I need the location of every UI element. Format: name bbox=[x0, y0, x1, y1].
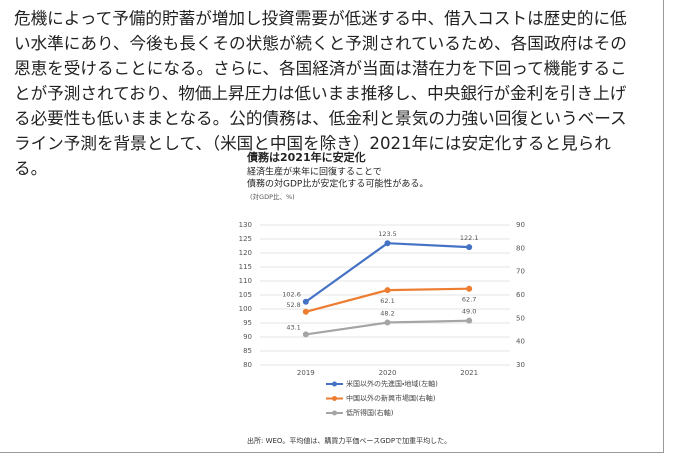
chart-subtitle: 債務の対GDP比が安定化する可能性がある。 bbox=[247, 178, 428, 190]
y-tick-label: 80 bbox=[243, 361, 252, 369]
y-tick-label: 120 bbox=[239, 249, 252, 257]
y2-tick-label: 80 bbox=[516, 244, 525, 252]
legend-marker bbox=[332, 381, 337, 387]
legend-label: 米国以外の先進国・地域(左軸) bbox=[346, 379, 438, 388]
source: 出所: WEO。平均値は、購買力平価ベースGDPで加重平均した。 bbox=[247, 436, 451, 445]
y2-tick-label: 60 bbox=[516, 291, 525, 299]
value-label: 62.1 bbox=[380, 297, 394, 305]
y-tick-label: 125 bbox=[239, 235, 252, 243]
point bbox=[466, 317, 473, 324]
point bbox=[466, 285, 473, 292]
legend-marker bbox=[332, 396, 337, 401]
legend-marker bbox=[332, 410, 337, 416]
text-line: とが予測されており、物価上昇圧力は低いまま推移し、中央銀行が金利を引き上げ bbox=[14, 84, 627, 103]
point bbox=[302, 308, 309, 315]
chart-subtitle: 経済生産が来年に回復することで bbox=[247, 166, 382, 178]
legend-label: 低所得国(右軸) bbox=[346, 408, 394, 417]
legend-label: 中国以外の新興市場国(右軸) bbox=[346, 394, 436, 403]
y-tick-label: 100 bbox=[239, 305, 252, 313]
point bbox=[302, 298, 309, 305]
value-label: 122.1 bbox=[460, 234, 479, 242]
value-label: 52.8 bbox=[286, 301, 300, 309]
unit-label: (対GDP比、%) bbox=[250, 192, 295, 201]
value-label: 123.5 bbox=[378, 230, 397, 238]
text-line: る。 bbox=[14, 159, 48, 178]
text-line: い水準にあり、今後も長くその状態が続くと予測されているため、各国政府はその bbox=[14, 34, 627, 53]
y2-tick-label: 90 bbox=[516, 221, 525, 229]
y-tick-label: 105 bbox=[239, 291, 252, 299]
text-line: る必要性も低いままとなる。公的債務は、低金利と景気の力強い回復というベース bbox=[14, 109, 627, 128]
value-label: 62.7 bbox=[462, 296, 476, 304]
y-tick-label: 130 bbox=[239, 221, 252, 229]
y2-tick-label: 50 bbox=[516, 314, 525, 322]
y-tick-label: 90 bbox=[243, 333, 252, 341]
y2-tick-label: 70 bbox=[516, 268, 525, 276]
text-line: ライン予測を背景として、（米国と中国を除き）2021年には安定化すると見られ bbox=[14, 134, 611, 153]
y-tick-label: 85 bbox=[243, 347, 252, 355]
x-tick-label: 2021 bbox=[460, 369, 478, 377]
y-tick-label: 110 bbox=[239, 277, 252, 285]
point bbox=[302, 331, 309, 338]
value-label: 43.1 bbox=[286, 323, 300, 331]
value-label: 48.2 bbox=[380, 310, 394, 318]
y2-tick-label: 30 bbox=[516, 361, 525, 369]
text-line: 危機によって予備的貯蓄が増加し投資需要が低迷する中、借入コストは歴史的に低 bbox=[14, 9, 627, 28]
chart-title: 債務は2021年に安定化 bbox=[246, 150, 366, 164]
point bbox=[384, 240, 391, 247]
y-tick-label: 115 bbox=[239, 263, 252, 271]
frame bbox=[0, 0, 664, 453]
x-tick-label: 2019 bbox=[297, 369, 315, 377]
value-label: 102.6 bbox=[282, 291, 301, 299]
point bbox=[384, 287, 391, 294]
y2-tick-label: 40 bbox=[516, 338, 525, 346]
point bbox=[384, 319, 391, 326]
paragraph: 危機によって予備的貯蓄が増加し投資需要が低迷する中、借入コストは歴史的に低 い水準… bbox=[14, 6, 664, 181]
text-line: 恩恵を受けることになる。さらに、各国経済が当面は潜在力を下回って機能するこ bbox=[14, 59, 627, 78]
x-tick-label: 2020 bbox=[379, 369, 397, 377]
point bbox=[466, 244, 473, 251]
value-label: 49.0 bbox=[462, 308, 476, 316]
y-tick-label: 95 bbox=[243, 319, 252, 327]
